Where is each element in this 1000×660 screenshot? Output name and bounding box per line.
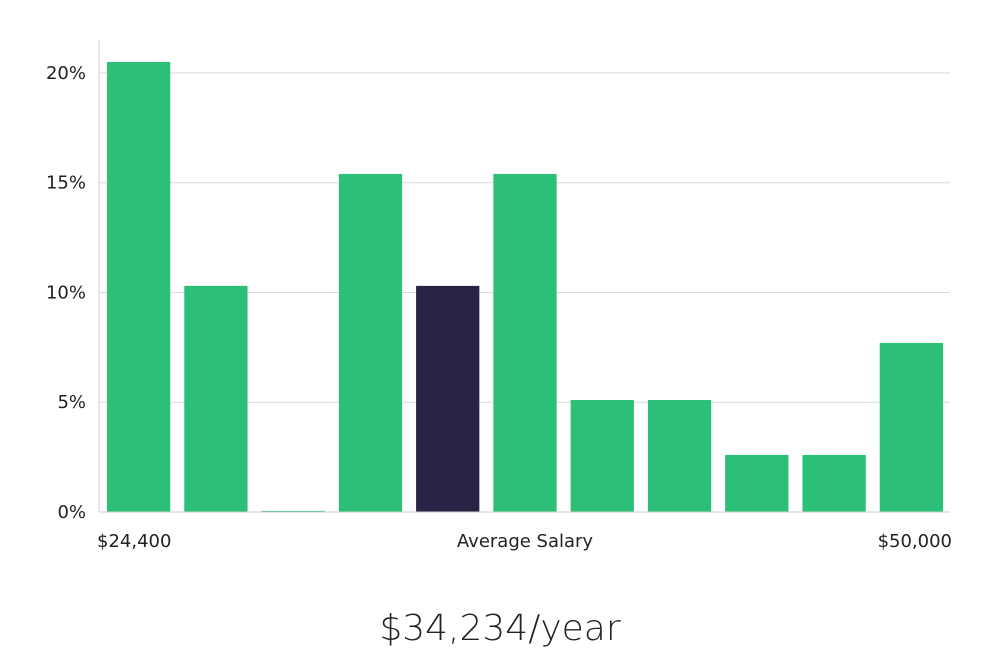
x-min-label: $24,400 xyxy=(97,531,171,552)
bar xyxy=(107,61,171,512)
x-axis-title: Average Salary xyxy=(457,531,594,552)
bar xyxy=(261,510,325,512)
average-salary-headline: $34,234/year xyxy=(379,608,621,649)
bar xyxy=(184,285,248,512)
y-tick-label: 10% xyxy=(46,282,86,303)
y-tick-label: 0% xyxy=(57,502,86,523)
bar xyxy=(802,454,866,512)
bar xyxy=(338,173,403,513)
salary-histogram: 0% 5% 10% 15% 20% $24,400 Average Salary $50… xyxy=(46,40,952,552)
bar-highlight xyxy=(416,285,480,512)
bar xyxy=(725,454,789,512)
bar xyxy=(879,342,943,512)
y-tick-label: 5% xyxy=(57,392,86,413)
bar xyxy=(647,400,712,512)
bar xyxy=(570,400,634,512)
y-tick-labels: 0% 5% 10% 15% 20% xyxy=(46,63,86,523)
x-max-label: $50,000 xyxy=(878,531,952,552)
bars xyxy=(107,61,943,513)
y-tick-label: 20% xyxy=(46,63,86,84)
y-tick-label: 15% xyxy=(46,173,86,194)
bar xyxy=(493,173,557,513)
